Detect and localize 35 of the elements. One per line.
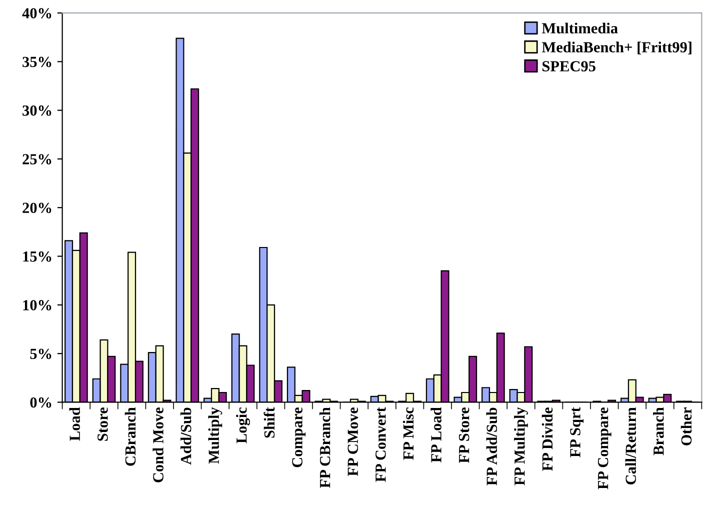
y-tick-label: 30%	[22, 105, 52, 116]
x-tick-label: FP Compare	[598, 407, 612, 490]
y-tick-label: 25%	[22, 154, 52, 164]
legend-label: Multimedia	[542, 22, 618, 34]
x-tick-label: FP CMove	[348, 407, 358, 476]
y-tick-label: 20%	[22, 202, 52, 214]
x-tick-label: FP Load	[430, 407, 442, 462]
x-tick-label: Branch	[653, 407, 664, 456]
x-tick-label: Multiply	[208, 407, 222, 464]
x-tick-label: FP Multiply	[514, 407, 528, 486]
x-tick-label: Add/Sub	[180, 408, 192, 465]
x-tick-label: FP Convert	[376, 407, 386, 482]
x-tick-label: FP Add/Sub	[486, 408, 498, 486]
x-tick-label: FP CBranch	[319, 407, 330, 488]
y-tick-label: 15%	[23, 251, 52, 262]
x-tick-label: Shift	[264, 407, 275, 438]
y-tick-label: 10%	[23, 300, 52, 310]
x-tick-label: Logic	[236, 407, 250, 444]
x-tick-label: FP Store	[458, 407, 470, 463]
x-tick-label: FP Sqrt	[570, 407, 584, 458]
x-tick-label: Other	[680, 407, 692, 446]
x-tick-label: CBranch	[124, 407, 136, 466]
x-tick-label: Compare	[292, 407, 306, 468]
y-tick-label: 0%	[30, 397, 52, 408]
x-tick-label: Call/Return	[625, 407, 636, 484]
x-tick-label: Load	[69, 407, 80, 441]
x-tick-label: FP Misc	[402, 407, 414, 460]
x-tick-label: Cond Move	[152, 407, 164, 482]
legend-label: MediaBench+ [Fritt99]	[542, 42, 692, 54]
x-tick-label: Store	[98, 407, 108, 441]
y-tick-label: 35%	[22, 56, 52, 68]
x-tick-label: FP Divide	[542, 407, 553, 471]
y-tick-label: 5%	[30, 348, 52, 360]
legend-label: SPEC95	[542, 61, 596, 72]
y-tick-label: 40%	[22, 8, 52, 18]
